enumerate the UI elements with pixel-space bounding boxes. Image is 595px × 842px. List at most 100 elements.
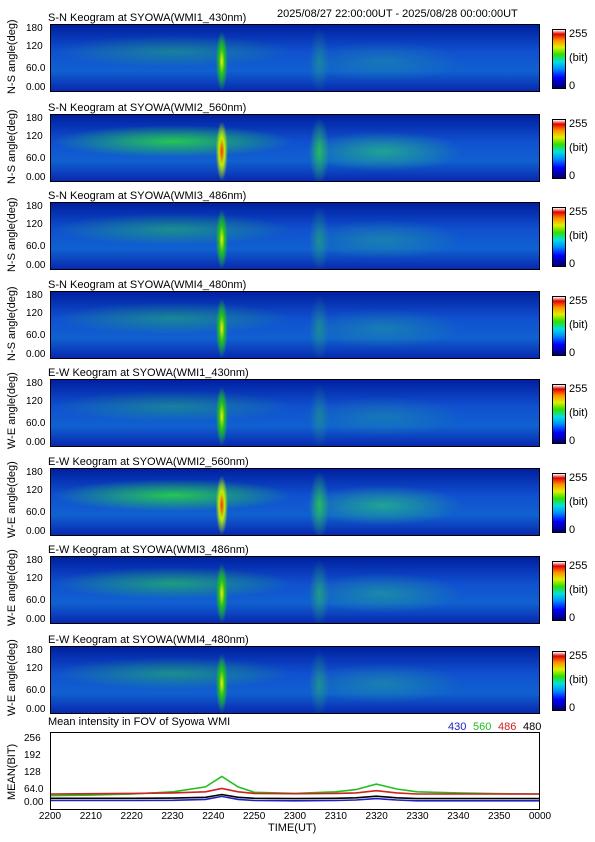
keogram-image — [50, 202, 540, 270]
angle-tick: 120 — [26, 41, 43, 52]
angle-tick: 60.0 — [26, 63, 46, 74]
colorbar-unit: (bit) — [569, 407, 588, 419]
colorbar-unit: (bit) — [569, 230, 588, 242]
panel-ylabel: W-E angle(deg) — [6, 461, 18, 538]
angle-tick: 0.00 — [26, 526, 46, 537]
angle-tick: 120 — [26, 131, 43, 142]
angle-tick: 0.00 — [26, 349, 46, 360]
colorbar-min: 0 — [569, 435, 576, 447]
panel-ylabel: N-S angle(deg) — [6, 19, 18, 94]
colorbar-unit: (bit) — [569, 319, 588, 331]
keogram-image — [50, 379, 540, 447]
colorbar-min: 0 — [569, 702, 576, 714]
colorbar — [552, 561, 566, 621]
legend-486: 486 — [498, 721, 517, 733]
colorbar-min: 0 — [569, 524, 576, 536]
colorbar — [552, 296, 566, 356]
angle-tick: 60.0 — [26, 418, 46, 429]
angle-tick: 60.0 — [26, 241, 46, 252]
angle-tick: 120 — [26, 663, 43, 674]
angle-tick: 0.00 — [26, 614, 46, 625]
x-tick-label: 2330 — [406, 811, 429, 822]
x-tick-label: 2350 — [488, 811, 511, 822]
colorbar-max: 255 — [569, 206, 588, 218]
colorbar-min: 0 — [569, 612, 576, 624]
angle-tick: 0.00 — [26, 437, 46, 448]
panel-title: E-W Keogram at SYOWA(WMI1_430nm) — [48, 367, 249, 379]
angle-tick: 180 — [26, 23, 43, 34]
x-tick-label: 2340 — [447, 811, 470, 822]
mean-ylabel: MEAN(BIT) — [6, 743, 18, 800]
panel-ylabel: N-S angle(deg) — [6, 286, 18, 361]
colorbar — [552, 119, 566, 179]
x-tick-label: 2240 — [202, 811, 225, 822]
colorbar-unit: (bit) — [569, 142, 588, 154]
angle-tick: 60.0 — [26, 153, 46, 164]
angle-tick: 0.00 — [26, 82, 46, 93]
panel-title: S-N Keogram at SYOWA(WMI4_480nm) — [48, 279, 247, 291]
angle-tick: 120 — [26, 219, 43, 230]
panel-ylabel: N-S angle(deg) — [6, 197, 18, 272]
panel-title: S-N Keogram at SYOWA(WMI2_560nm) — [48, 102, 247, 114]
keogram-panel: E-W Keogram at SYOWA(WMI1_430nm) W-E ang… — [0, 367, 595, 457]
angle-tick: 120 — [26, 308, 43, 319]
colorbar-max: 255 — [569, 295, 588, 307]
legend-430: 430 — [448, 721, 467, 733]
x-tick-label: 2230 — [161, 811, 184, 822]
angle-tick: 0.00 — [26, 172, 46, 183]
colorbar-min: 0 — [569, 347, 576, 359]
x-axis-label: TIME(UT) — [268, 822, 317, 834]
angle-tick: 180 — [26, 113, 43, 124]
legend-560: 560 — [473, 721, 492, 733]
mean-ytick: 64.0 — [24, 784, 44, 795]
angle-tick: 180 — [26, 467, 43, 478]
colorbar-min: 0 — [569, 258, 576, 270]
angle-tick: 120 — [26, 396, 43, 407]
angle-tick: 60.0 — [26, 595, 46, 606]
mean-ytick: 0.00 — [24, 797, 44, 808]
x-tick-label: 2220 — [120, 811, 143, 822]
header-range: 2025/08/27 22:00:00UT - 2025/08/28 00:00… — [277, 8, 518, 20]
x-tick-label: 2300 — [283, 811, 307, 822]
x-tick-label: 2200 — [38, 811, 62, 822]
mean-line-chart — [50, 775, 540, 802]
colorbar-unit: (bit) — [569, 584, 588, 596]
colorbar — [552, 207, 566, 267]
keogram-panel: E-W Keogram at SYOWA(WMI4_480nm) W-E ang… — [0, 634, 595, 724]
colorbar-unit: (bit) — [569, 52, 588, 64]
legend-480: 480 — [523, 721, 542, 733]
colorbar-max: 255 — [569, 650, 588, 662]
panel-ylabel: W-E angle(deg) — [6, 639, 18, 716]
panel-title: E-W Keogram at SYOWA(WMI3_486nm) — [48, 544, 249, 556]
series-line-480 — [51, 793, 539, 800]
series-line-486 — [50, 787, 539, 795]
keogram-image — [50, 114, 540, 182]
colorbar-max: 255 — [569, 118, 588, 130]
colorbar-max: 255 — [569, 383, 588, 395]
angle-tick: 0.00 — [26, 704, 46, 715]
keogram-image — [50, 468, 540, 536]
mean-title: Mean intensity in FOV of Syowa WMI — [48, 716, 231, 728]
x-tick-label: 2250 — [243, 811, 266, 822]
x-tick-label: 2320 — [365, 811, 388, 822]
angle-tick: 0.00 — [26, 260, 46, 271]
angle-tick: 60.0 — [26, 330, 46, 341]
angle-tick: 180 — [26, 201, 43, 212]
colorbar-unit: (bit) — [569, 496, 588, 508]
keogram-panel: E-W Keogram at SYOWA(WMI2_560nm) W-E ang… — [0, 456, 595, 546]
colorbar-min: 0 — [569, 170, 576, 182]
colorbar — [552, 651, 566, 711]
angle-tick: 180 — [26, 378, 43, 389]
keogram-panel: S-N Keogram at SYOWA(WMI3_486nm) N-S ang… — [0, 190, 595, 280]
panel-title: E-W Keogram at SYOWA(WMI2_560nm) — [48, 456, 249, 468]
colorbar-max: 255 — [569, 28, 588, 40]
panel-ylabel: W-E angle(deg) — [6, 372, 18, 449]
panel-title: S-N Keogram at SYOWA(WMI3_486nm) — [48, 190, 247, 202]
keogram-panel: E-W Keogram at SYOWA(WMI3_486nm) W-E ang… — [0, 544, 595, 634]
colorbar — [552, 384, 566, 444]
angle-tick: 60.0 — [26, 507, 46, 518]
panel-ylabel: N-S angle(deg) — [6, 109, 18, 184]
x-tick-label: 0000 — [528, 811, 552, 822]
panel-title: S-N Keogram at SYOWA(WMI1_430nm) — [48, 12, 247, 24]
angle-tick: 60.0 — [26, 685, 46, 696]
